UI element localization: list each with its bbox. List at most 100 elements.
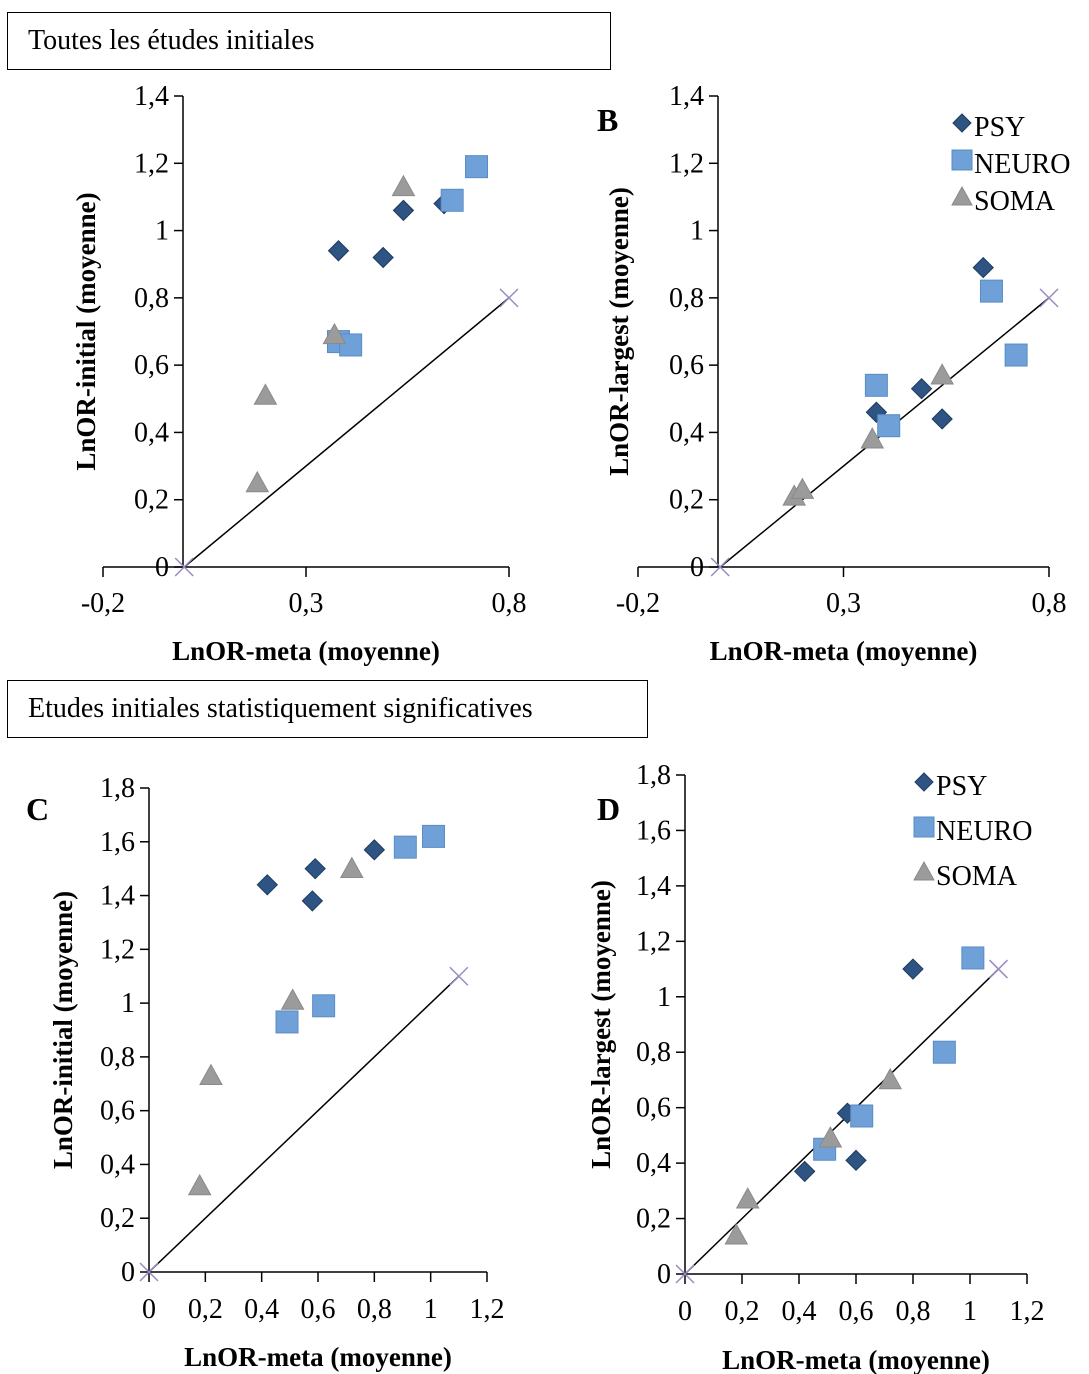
reference-endpoint-marker bbox=[499, 288, 519, 308]
reference-endpoint-marker bbox=[710, 557, 730, 577]
panel-letter: D bbox=[597, 791, 620, 827]
y-tick-label: 0,2 bbox=[134, 485, 169, 516]
data-point-neuro bbox=[979, 279, 1003, 303]
x-axis-title: LnOR-meta (moyenne) bbox=[722, 1345, 990, 1374]
x-tick-label: 0,4 bbox=[244, 1294, 279, 1325]
y-tick-label: 0 bbox=[121, 1257, 135, 1288]
y-axis-title: LnOR-initial (moyenne) bbox=[48, 891, 78, 1169]
data-point-neuro bbox=[465, 155, 489, 179]
legend-marker-neuro bbox=[951, 149, 973, 171]
y-tick-label: 0,6 bbox=[100, 1096, 135, 1127]
x-tick-label: 0,4 bbox=[782, 1296, 817, 1327]
legend-label-neuro: NEURO bbox=[936, 816, 1032, 847]
data-point-neuro bbox=[961, 946, 985, 970]
y-tick-label: 0,8 bbox=[100, 1042, 135, 1073]
y-tick-label: 0,4 bbox=[669, 417, 704, 448]
legend-label-psy: PSY bbox=[936, 771, 987, 802]
panel-letter: B bbox=[597, 102, 618, 138]
data-point-soma bbox=[860, 427, 885, 449]
legend-marker-psy bbox=[914, 772, 934, 792]
y-tick-label: 0,2 bbox=[669, 485, 704, 516]
data-point-soma bbox=[339, 856, 364, 878]
data-point-psy bbox=[301, 890, 324, 912]
x-tick-label: 0,3 bbox=[826, 588, 861, 619]
identity-reference-line bbox=[684, 968, 1000, 1275]
x-tick-label: 0,8 bbox=[357, 1294, 392, 1325]
y-tick-label: 1 bbox=[155, 216, 169, 247]
legend-marker-neuro bbox=[913, 816, 935, 838]
data-point-psy bbox=[910, 377, 933, 400]
x-tick-label: 0 bbox=[142, 1294, 156, 1325]
data-point-neuro bbox=[864, 373, 888, 397]
y-tick-label: 0,2 bbox=[100, 1203, 135, 1234]
section-label-text: Toutes les études initiales bbox=[28, 25, 315, 56]
reference-endpoint-marker bbox=[988, 959, 1009, 979]
x-tick-label: 1,2 bbox=[470, 1294, 505, 1325]
y-tick-label: 1 bbox=[121, 988, 135, 1019]
data-point-psy bbox=[793, 1160, 816, 1183]
x-tick-label: 0,8 bbox=[492, 588, 527, 619]
identity-reference-line bbox=[148, 975, 460, 1273]
y-tick-label: 1,4 bbox=[134, 81, 169, 112]
y-axis-title: LnOR-largest (moyenne) bbox=[604, 187, 634, 476]
data-point-neuro bbox=[275, 1010, 299, 1034]
data-point-soma bbox=[245, 470, 270, 493]
section-label-text: Etudes initiales statistiquement signifi… bbox=[28, 693, 533, 724]
legend-label-soma: SOMA bbox=[974, 186, 1056, 217]
legend-marker-soma bbox=[951, 185, 973, 206]
y-tick-label: 1,8 bbox=[636, 760, 671, 791]
y-axis-title: LnOR-initial (moyenne) bbox=[71, 192, 101, 470]
data-point-soma bbox=[322, 322, 347, 345]
y-tick-label: 0 bbox=[657, 1259, 671, 1290]
legend-marker-psy bbox=[952, 113, 972, 133]
data-point-psy bbox=[972, 256, 994, 279]
y-tick-label: 1,2 bbox=[134, 148, 169, 179]
data-point-psy bbox=[845, 1149, 867, 1172]
identity-reference-line bbox=[183, 297, 510, 568]
data-point-neuro bbox=[877, 414, 901, 438]
y-tick-label: 1,6 bbox=[100, 827, 135, 858]
data-point-soma bbox=[878, 1067, 903, 1090]
y-tick-label: 1 bbox=[657, 982, 671, 1013]
x-axis-title: LnOR-meta (moyenne) bbox=[184, 1342, 452, 1372]
data-point-neuro bbox=[421, 824, 445, 848]
y-tick-label: 0,8 bbox=[669, 283, 704, 314]
data-point-neuro bbox=[850, 1104, 874, 1128]
y-tick-label: 0,4 bbox=[636, 1148, 671, 1179]
x-tick-label: 0,3 bbox=[289, 588, 324, 619]
y-tick-label: 1,4 bbox=[636, 871, 671, 902]
y-tick-label: 1,2 bbox=[669, 148, 704, 179]
x-tick-label: 0 bbox=[678, 1296, 692, 1327]
reference-endpoint-marker bbox=[174, 557, 194, 577]
x-tick-label: 0,8 bbox=[1032, 588, 1067, 619]
y-tick-label: 0,6 bbox=[636, 1093, 671, 1124]
y-tick-label: 0 bbox=[690, 552, 704, 583]
y-tick-label: 0,6 bbox=[134, 350, 169, 381]
y-tick-label: 0 bbox=[155, 552, 169, 583]
y-tick-label: 0,6 bbox=[669, 350, 704, 381]
y-tick-label: 1,6 bbox=[636, 815, 671, 846]
section-label-significant-studies: Etudes initiales statistiquement signifi… bbox=[7, 680, 648, 738]
data-point-psy bbox=[931, 408, 953, 430]
data-point-soma bbox=[930, 363, 954, 385]
legend-label-neuro: NEURO bbox=[974, 149, 1070, 180]
y-axis-title: LnOR-largest (moyenne) bbox=[586, 880, 616, 1169]
x-tick-label: -0,2 bbox=[616, 588, 660, 619]
y-tick-label: 0,2 bbox=[636, 1204, 671, 1235]
data-point-neuro bbox=[312, 994, 336, 1018]
section-label-all-studies: Toutes les études initiales bbox=[7, 12, 611, 70]
data-point-soma bbox=[253, 383, 278, 405]
x-axis-title: LnOR-meta (moyenne) bbox=[710, 636, 978, 666]
y-tick-label: 1,4 bbox=[100, 881, 135, 912]
y-tick-label: 1,8 bbox=[100, 773, 135, 804]
x-axis-title: LnOR-meta (moyenne) bbox=[172, 636, 440, 666]
y-tick-label: 1,2 bbox=[100, 934, 135, 965]
x-tick-label: 0,8 bbox=[896, 1296, 931, 1327]
x-tick-label: 0,2 bbox=[188, 1294, 223, 1325]
chart-legend: PSY NEURO SOMA bbox=[913, 771, 1032, 892]
data-point-neuro bbox=[932, 1040, 956, 1064]
